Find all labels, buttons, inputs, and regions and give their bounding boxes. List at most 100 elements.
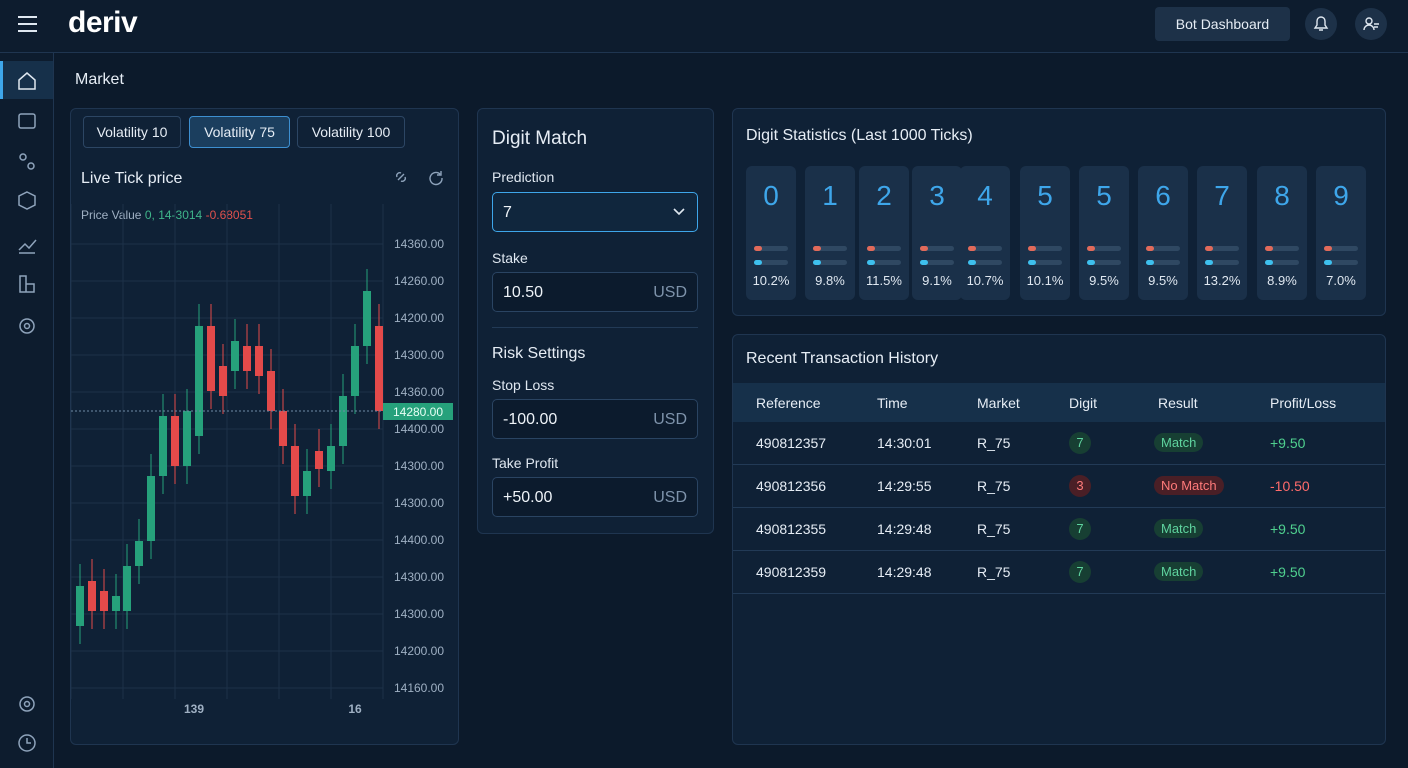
candle-body bbox=[243, 346, 251, 371]
bar-track bbox=[754, 260, 788, 265]
legend-value: 14-3014 bbox=[158, 208, 203, 222]
y-axis-label: 14300.00 bbox=[394, 496, 444, 510]
currency: USD bbox=[653, 411, 687, 428]
dropdown-arrow bbox=[673, 208, 685, 216]
bar-track bbox=[1324, 260, 1358, 265]
candle-body bbox=[315, 451, 323, 469]
candle-body bbox=[291, 446, 299, 496]
bar-track bbox=[1087, 260, 1121, 265]
candle-body bbox=[219, 366, 227, 396]
account-button[interactable] bbox=[1354, 7, 1388, 41]
current-price: 14280.00 bbox=[393, 405, 443, 419]
market-tab[interactable]: Volatility 10 bbox=[83, 116, 181, 148]
digit-box: 3 9.1% bbox=[912, 166, 962, 300]
digit: 1 bbox=[822, 180, 838, 211]
digit-box: 7 13.2% bbox=[1197, 166, 1247, 300]
digit-badge: 7 bbox=[1069, 561, 1091, 583]
currency: USD bbox=[653, 489, 687, 506]
prediction-select[interactable]: 7 bbox=[492, 192, 698, 232]
percent: 13.2% bbox=[1203, 273, 1241, 288]
bar-track bbox=[920, 246, 954, 251]
market-panel: Live Tick price Price Value 0, 14-3014 -… bbox=[70, 108, 459, 745]
result-badge: Match bbox=[1154, 562, 1204, 581]
row-divider bbox=[733, 464, 1385, 465]
percent: 7.0% bbox=[1326, 273, 1356, 288]
digit-badge: 3 bbox=[1069, 475, 1091, 497]
column-header: Result bbox=[1158, 395, 1198, 411]
market-tab[interactable]: Volatility 100 bbox=[297, 116, 405, 148]
bar-fill bbox=[813, 260, 821, 265]
legend-value: -0.68051 bbox=[205, 208, 253, 222]
candle-body bbox=[267, 371, 275, 411]
bottom-icons[interactable] bbox=[16, 693, 38, 755]
table-cell: 14:29:55 bbox=[877, 478, 932, 494]
candle-body bbox=[231, 341, 239, 371]
y-axis-label: 14300.00 bbox=[394, 348, 444, 362]
candle-body bbox=[195, 326, 203, 436]
bar-fill bbox=[1205, 260, 1213, 265]
candle-body bbox=[279, 411, 287, 446]
table-cell: 14:29:48 bbox=[877, 564, 932, 580]
bar-fill bbox=[920, 246, 928, 251]
digit-box: 5 10.1% bbox=[1020, 166, 1070, 300]
nav-home[interactable] bbox=[0, 61, 53, 99]
candle-body bbox=[135, 541, 143, 566]
y-axis-label: 14300.00 bbox=[394, 459, 444, 473]
bar-track bbox=[1028, 246, 1062, 251]
digit-box: 8 8.9% bbox=[1257, 166, 1307, 300]
bar-track bbox=[1028, 260, 1062, 265]
table-cell: R_75 bbox=[977, 435, 1011, 451]
stop-loss-input[interactable]: -100.00 USD bbox=[492, 399, 698, 439]
y-axis-label: 14200.00 bbox=[394, 644, 444, 658]
candle-body bbox=[112, 596, 120, 611]
row-divider bbox=[733, 550, 1385, 551]
stake-input[interactable]: 10.50 USD bbox=[492, 272, 698, 312]
bot-dashboard-button[interactable]: Bot Dashboard bbox=[1155, 7, 1290, 41]
history-panel: Recent Transaction History Reference Time… bbox=[732, 334, 1386, 745]
percent: 10.2% bbox=[752, 273, 790, 288]
panel-title: Digit Match bbox=[492, 128, 588, 149]
digit: 5 bbox=[1096, 180, 1112, 211]
digit-match-panel: Digit Match Prediction 7 Stake 10.50 USD… bbox=[477, 108, 714, 534]
bar-fill bbox=[920, 260, 928, 265]
menu-icon[interactable] bbox=[17, 15, 39, 33]
result-badge: Match bbox=[1154, 519, 1204, 538]
candle-body bbox=[303, 471, 311, 496]
digit-badge: 7 bbox=[1069, 518, 1091, 540]
chart-tools[interactable] bbox=[394, 169, 444, 187]
digit: 6 bbox=[1155, 180, 1171, 211]
bar-track bbox=[1265, 246, 1299, 251]
notification-button[interactable] bbox=[1304, 7, 1338, 41]
x-axis-label: 139 bbox=[184, 702, 204, 716]
bar-fill bbox=[1146, 260, 1154, 265]
legend-value: 0, bbox=[144, 208, 155, 222]
candlestick-chart: 14360.00 14260.00 14200.00 14300.00 14360.00… bbox=[71, 204, 453, 716]
profit-loss: +9.50 bbox=[1270, 435, 1306, 451]
candle-body bbox=[207, 326, 215, 391]
digit: 4 bbox=[977, 180, 993, 211]
profit-loss: -10.50 bbox=[1270, 478, 1310, 494]
bar-track bbox=[1324, 246, 1358, 251]
bar-fill bbox=[813, 246, 821, 251]
digit-box: 9 7.0% bbox=[1316, 166, 1366, 300]
percent: 9.5% bbox=[1089, 273, 1119, 288]
logo[interactable]: deriv bbox=[68, 6, 138, 39]
take-profit-input[interactable]: +50.00 USD bbox=[492, 477, 698, 517]
y-axis-label: 14300.00 bbox=[394, 607, 444, 621]
table-cell: 14:30:01 bbox=[877, 435, 932, 451]
bar-track bbox=[1205, 260, 1239, 265]
y-axis-label: 14400.00 bbox=[394, 422, 444, 436]
percent: 9.8% bbox=[815, 273, 845, 288]
table-header bbox=[733, 383, 1385, 422]
bar-fill bbox=[968, 246, 976, 251]
candle-body bbox=[159, 416, 167, 476]
digit: 2 bbox=[876, 180, 892, 211]
y-axis-label: 14400.00 bbox=[394, 533, 444, 547]
bar-fill bbox=[867, 260, 875, 265]
market-tab[interactable]: Volatility 75 bbox=[189, 116, 290, 148]
nav-icons[interactable] bbox=[16, 70, 38, 360]
field-value: -100.00 bbox=[503, 411, 558, 428]
digit: 3 bbox=[929, 180, 945, 211]
candle-body bbox=[76, 586, 84, 626]
candle-body bbox=[183, 411, 191, 466]
